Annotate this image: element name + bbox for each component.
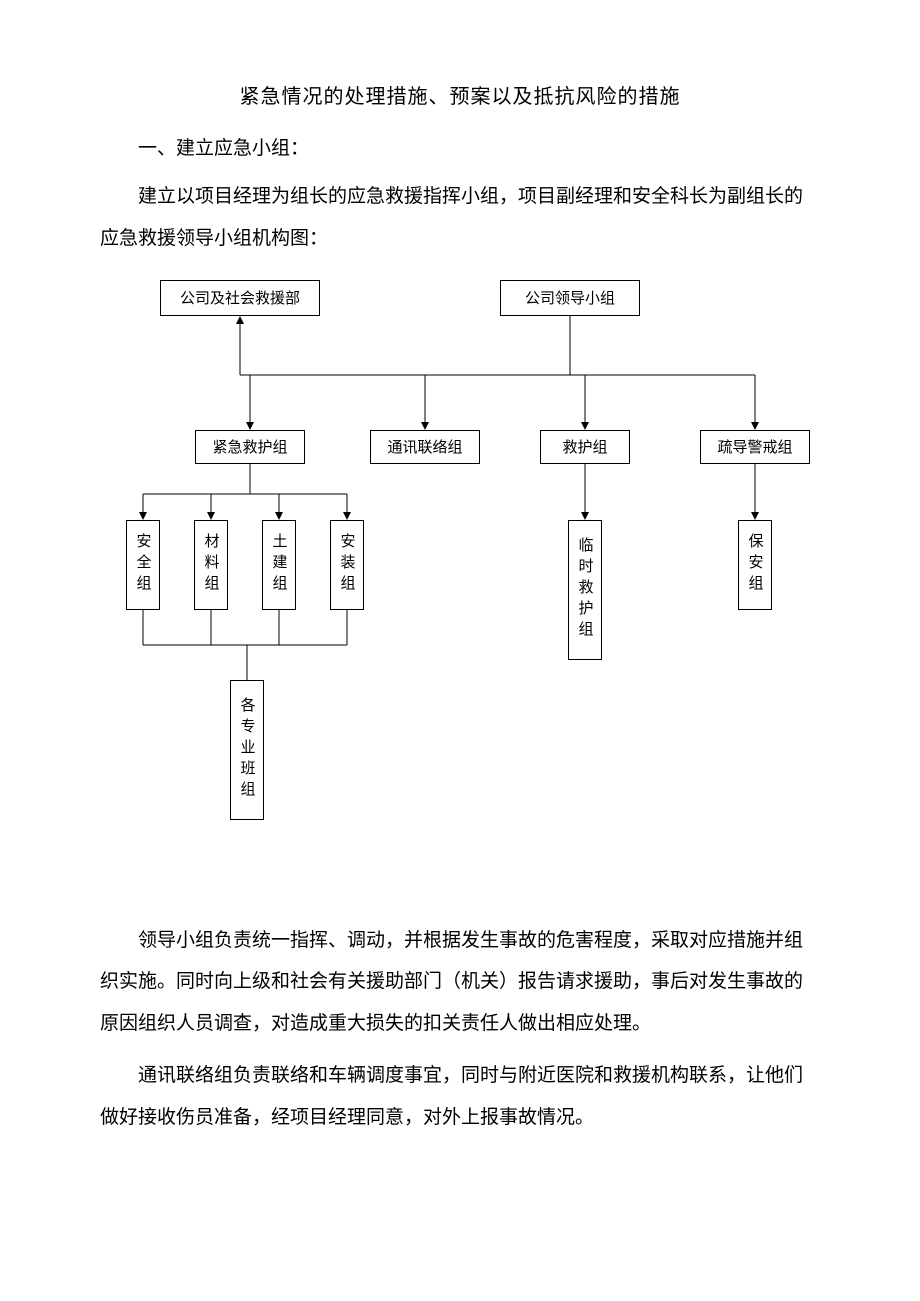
- doc-title: 紧急情况的处理措施、预案以及抵抗风险的措施: [100, 80, 820, 109]
- node-specialty-crews: 各专业班组: [230, 680, 264, 820]
- org-flowchart: 公司及社会救援部 公司领导小组 紧急救护组 通讯联络组 救护组 疏导警戒组 安全…: [80, 280, 840, 880]
- node-rescue-dept: 公司及社会救援部: [160, 280, 320, 316]
- paragraph-3: 通讯联络组负责联络和车辆调度事宜，同时与附近医院和救援机构联系，让他们做好接收伤…: [100, 1055, 820, 1139]
- intro-paragraph: 建立以项目经理为组长的应急救援指挥小组，项目副经理和安全科长为副组长的应急救援领…: [100, 176, 820, 260]
- node-security-team: 保安组: [738, 520, 772, 610]
- section-1-heading: 一、建立应急小组：: [100, 133, 820, 160]
- node-temp-rescue-team: 临时救护组: [568, 520, 602, 660]
- node-civil-team: 土建组: [262, 520, 296, 610]
- node-safety-team: 安全组: [126, 520, 160, 610]
- node-install-team: 安装组: [330, 520, 364, 610]
- node-material-team: 材料组: [194, 520, 228, 610]
- node-rescue-group: 救护组: [540, 430, 630, 464]
- paragraph-2: 领导小组负责统一指挥、调动，并根据发生事故的危害程度，采取对应措施并组织实施。同…: [100, 920, 820, 1045]
- node-emergency-group: 紧急救护组: [195, 430, 305, 464]
- node-leader-group: 公司领导小组: [500, 280, 640, 316]
- node-guard-group: 疏导警戒组: [700, 430, 810, 464]
- node-comm-group: 通讯联络组: [370, 430, 480, 464]
